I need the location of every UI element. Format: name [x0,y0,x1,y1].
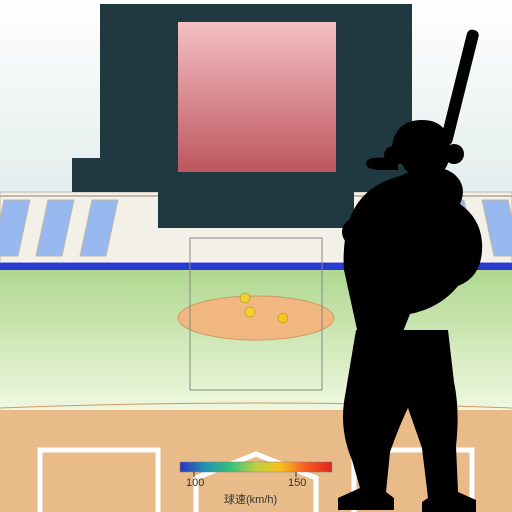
legend-tick-label-150: 150 [288,477,306,489]
pitch-location-figure: 100 150 球速(km/h) [0,0,512,512]
pitchers-mound [178,296,334,340]
pitch-point [278,313,288,323]
legend-tick-label-100: 100 [186,477,204,489]
legend-axis-label: 球速(km/h) [224,491,277,507]
pitch-point [245,307,255,317]
pitch-point [240,293,250,303]
speed-colorbar [180,462,332,472]
scene-svg [0,0,512,512]
scoreboard-screen [178,22,336,172]
